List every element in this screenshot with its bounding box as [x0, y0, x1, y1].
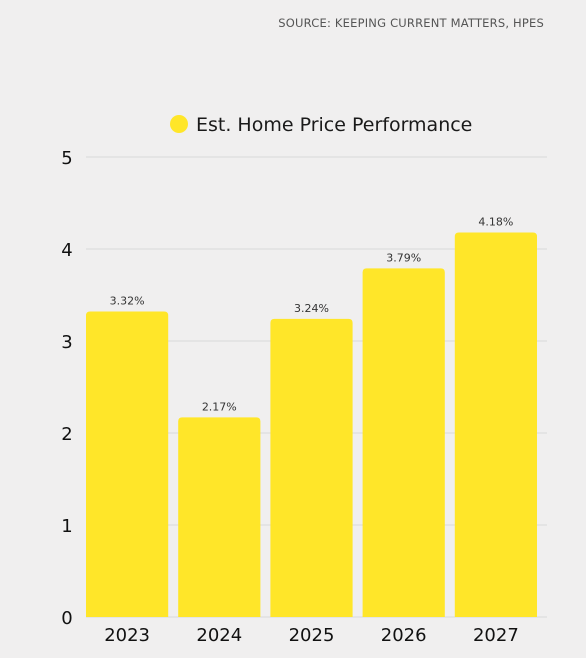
bar-2027 — [454, 232, 537, 617]
y-tick-label: 4 — [61, 240, 72, 261]
x-tick-label: 2024 — [196, 625, 242, 646]
x-axis: 2023 2024 2025 2026 2027 — [104, 625, 519, 646]
bar-2023 — [86, 311, 169, 617]
bar-2024 — [178, 417, 261, 617]
bars — [86, 232, 537, 617]
y-tick-label: 5 — [61, 148, 72, 169]
y-tick-label: 1 — [61, 516, 72, 537]
data-label-2026: 3.79% — [386, 251, 421, 264]
data-labels: 3.32% 2.17% 3.24% 3.79% 4.18% — [110, 215, 514, 413]
legend-swatch — [170, 115, 188, 133]
y-axis: 0 1 2 3 4 5 — [61, 148, 72, 629]
x-tick-label: 2026 — [381, 625, 427, 646]
x-tick-label: 2027 — [473, 625, 519, 646]
data-label-2024: 2.17% — [202, 400, 237, 413]
y-tick-label: 0 — [61, 608, 72, 629]
data-label-2027: 4.18% — [478, 215, 513, 228]
y-tick-label: 3 — [61, 332, 72, 353]
legend: Est. Home Price Performance — [170, 114, 472, 136]
source-note: SOURCE: KEEPING CURRENT MATTERS, HPES — [278, 16, 544, 30]
y-tick-label: 2 — [61, 424, 72, 445]
x-tick-label: 2023 — [104, 625, 150, 646]
bar-2025 — [270, 318, 353, 617]
data-label-2025: 3.24% — [294, 302, 329, 315]
legend-label: Est. Home Price Performance — [196, 114, 472, 136]
bar-2026 — [362, 268, 445, 617]
data-label-2023: 3.32% — [110, 295, 145, 308]
x-tick-label: 2025 — [289, 625, 335, 646]
